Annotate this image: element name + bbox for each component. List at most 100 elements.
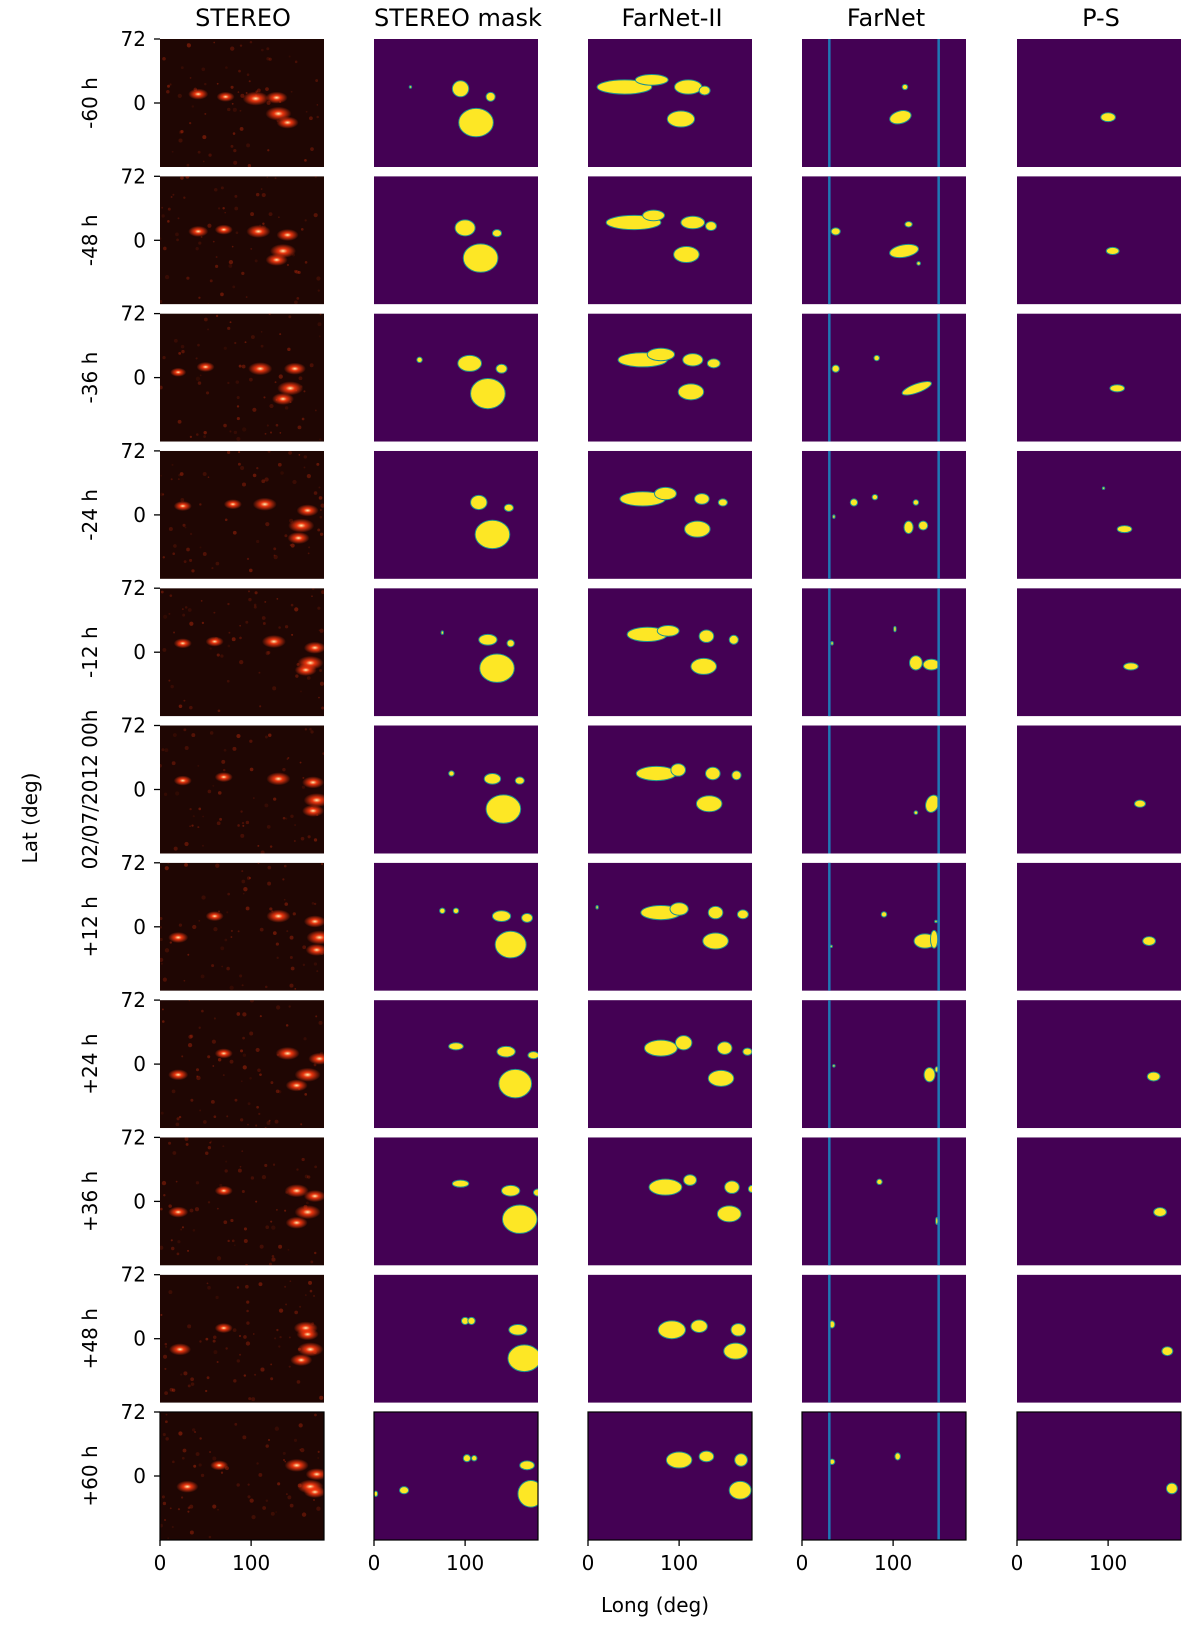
stereo-noise xyxy=(289,956,293,959)
map-panel xyxy=(588,862,752,991)
detection-blob xyxy=(1101,486,1106,490)
stereo-noise xyxy=(178,138,183,143)
stereo-noise xyxy=(266,176,269,179)
stereo-noise xyxy=(298,376,303,381)
stereo-spot xyxy=(188,225,209,237)
stereo-noise xyxy=(317,322,322,327)
stereo-noise xyxy=(253,603,257,607)
panel-frame xyxy=(1016,1411,1182,1541)
detection-blob xyxy=(832,514,836,519)
map-panel xyxy=(373,1411,539,1541)
stereo-noise xyxy=(293,840,296,843)
stereo-noise xyxy=(176,238,179,242)
stereo-noise xyxy=(162,1432,166,1437)
stereo-noise xyxy=(278,216,280,219)
stereo-noise xyxy=(300,690,302,693)
stereo-noise xyxy=(249,767,254,772)
stereo-noise xyxy=(212,1456,217,1461)
stereo-noise xyxy=(268,57,272,61)
stereo-noise xyxy=(282,767,286,772)
detection-blob xyxy=(849,498,859,507)
stereo-noise xyxy=(264,985,268,989)
stereo-noise xyxy=(220,654,224,658)
detection-blob xyxy=(707,905,724,920)
stereo-noise xyxy=(200,974,205,979)
stereo-noise xyxy=(189,558,193,562)
y-tick-label: 0 xyxy=(133,778,146,802)
map-panel xyxy=(588,450,752,579)
detection-blob xyxy=(705,766,721,781)
stereo-noise xyxy=(171,761,176,766)
stereo-noise xyxy=(314,1413,317,1417)
stereo-noise xyxy=(181,349,185,354)
stereo-noise xyxy=(160,916,163,921)
y-tick-label: 0 xyxy=(133,366,146,390)
stereo-background xyxy=(160,176,324,305)
detection-blob xyxy=(871,493,879,501)
stereo-noise xyxy=(215,1295,219,1300)
stereo-noise xyxy=(173,544,177,548)
stereo-noise xyxy=(270,1363,273,1366)
detection-blob xyxy=(440,630,445,635)
stereo-noise xyxy=(239,660,244,665)
stereo-noise xyxy=(165,1413,168,1416)
stereo-noise xyxy=(300,1447,305,1453)
stereo-noise xyxy=(240,810,243,813)
stereo-noise xyxy=(246,73,250,76)
y-tick-label: 72 xyxy=(121,576,146,600)
stereo-noise xyxy=(319,313,322,316)
stereo-noise xyxy=(191,105,195,108)
stereo-noise xyxy=(273,554,276,557)
stereo-noise xyxy=(190,1382,195,1386)
stereo-noise xyxy=(270,1081,274,1085)
mask-background xyxy=(802,588,966,717)
stereo-noise xyxy=(199,503,202,506)
stereo-noise xyxy=(260,188,263,190)
mask-background xyxy=(588,588,752,717)
stereo-noise xyxy=(236,1359,240,1363)
stereo-noise xyxy=(294,1310,299,1315)
stereo-spot xyxy=(275,1046,300,1060)
panel-frame xyxy=(587,1411,753,1541)
stereo-noise xyxy=(213,1017,216,1020)
stereo-noise xyxy=(261,1174,267,1180)
row-label: -60 h xyxy=(78,77,102,129)
stereo-noise xyxy=(171,1388,176,1392)
stereo-noise xyxy=(226,679,230,683)
stereo-noise xyxy=(304,159,307,162)
stereo-noise xyxy=(202,552,207,556)
stereo-noise xyxy=(284,625,289,629)
stereo-noise xyxy=(290,543,295,548)
stereo-noise xyxy=(307,1175,311,1179)
detection-blob xyxy=(683,1174,697,1186)
stereo-noise xyxy=(238,451,241,454)
stereo-noise xyxy=(160,474,163,477)
detection-blob xyxy=(831,364,840,373)
stereo-noise xyxy=(216,821,221,826)
detection-blob xyxy=(716,1041,733,1055)
stereo-noise xyxy=(319,515,323,519)
mask-background xyxy=(374,862,538,991)
detection-blob xyxy=(702,932,729,950)
y-tick-label: 0 xyxy=(133,228,146,252)
stereo-noise xyxy=(163,792,168,796)
stereo-noise xyxy=(182,613,186,617)
map-panel xyxy=(374,39,538,167)
stereo-noise xyxy=(235,231,239,235)
row-label: -36 h xyxy=(78,352,102,404)
stereo-noise xyxy=(290,814,294,819)
stereo-noise xyxy=(211,964,215,968)
mask-background xyxy=(374,313,538,442)
detection-blob xyxy=(654,486,677,501)
map-panel xyxy=(374,176,538,305)
detection-blob xyxy=(517,1479,538,1508)
y-tick-label: 0 xyxy=(133,640,146,664)
detection-blob xyxy=(707,1069,735,1087)
stereo-noise xyxy=(290,966,295,971)
stereo-noise xyxy=(251,1397,256,1402)
stereo-noise xyxy=(278,374,283,379)
stereo-spot xyxy=(216,91,235,102)
stereo-noise xyxy=(286,930,289,933)
stereo-noise xyxy=(185,176,190,179)
stereo-noise xyxy=(283,864,287,868)
